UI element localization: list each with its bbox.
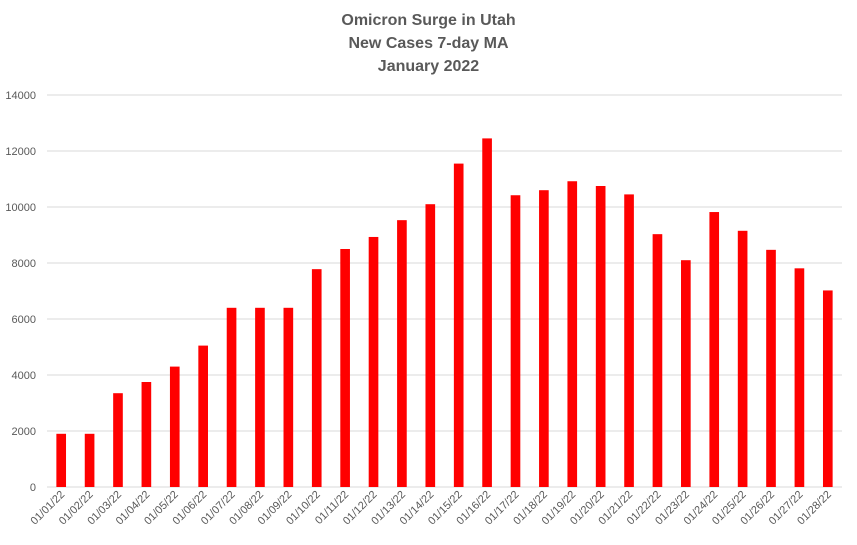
chart-title-line-2: New Cases 7-day MA — [348, 35, 509, 52]
bar — [681, 260, 691, 487]
bar — [255, 307, 265, 487]
bar — [766, 249, 776, 487]
bar — [652, 234, 663, 487]
chart-title-line-1: Omicron Surge in Utah — [341, 12, 516, 29]
bar — [226, 307, 237, 487]
bar — [624, 194, 634, 487]
bar — [425, 204, 436, 487]
bar — [56, 433, 67, 487]
bar — [84, 433, 95, 487]
bar — [113, 393, 123, 487]
bar — [169, 366, 180, 487]
y-tick-label: 0 — [30, 482, 36, 494]
y-tick-label: 4000 — [12, 370, 36, 382]
chart-title-line-3: January 2022 — [377, 58, 480, 75]
bar — [709, 212, 720, 488]
bar — [368, 236, 379, 487]
bar — [737, 230, 748, 488]
bar — [397, 220, 407, 487]
y-tick-label: 2000 — [12, 426, 36, 438]
y-tick-label: 14000 — [5, 90, 36, 102]
bar — [595, 186, 606, 487]
bar — [453, 163, 464, 487]
bar — [822, 290, 833, 487]
bar — [510, 195, 521, 488]
y-tick-label: 8000 — [12, 258, 36, 270]
bar — [283, 307, 294, 487]
bar — [340, 249, 350, 487]
y-tick-label: 6000 — [12, 314, 36, 326]
bar — [482, 138, 492, 487]
bar — [311, 269, 322, 487]
bar — [539, 190, 549, 487]
bar — [794, 268, 805, 487]
bar — [141, 382, 152, 487]
bar — [198, 345, 208, 487]
bar — [567, 181, 578, 488]
y-tick-label: 10000 — [5, 202, 36, 214]
y-tick-label: 12000 — [5, 146, 36, 158]
